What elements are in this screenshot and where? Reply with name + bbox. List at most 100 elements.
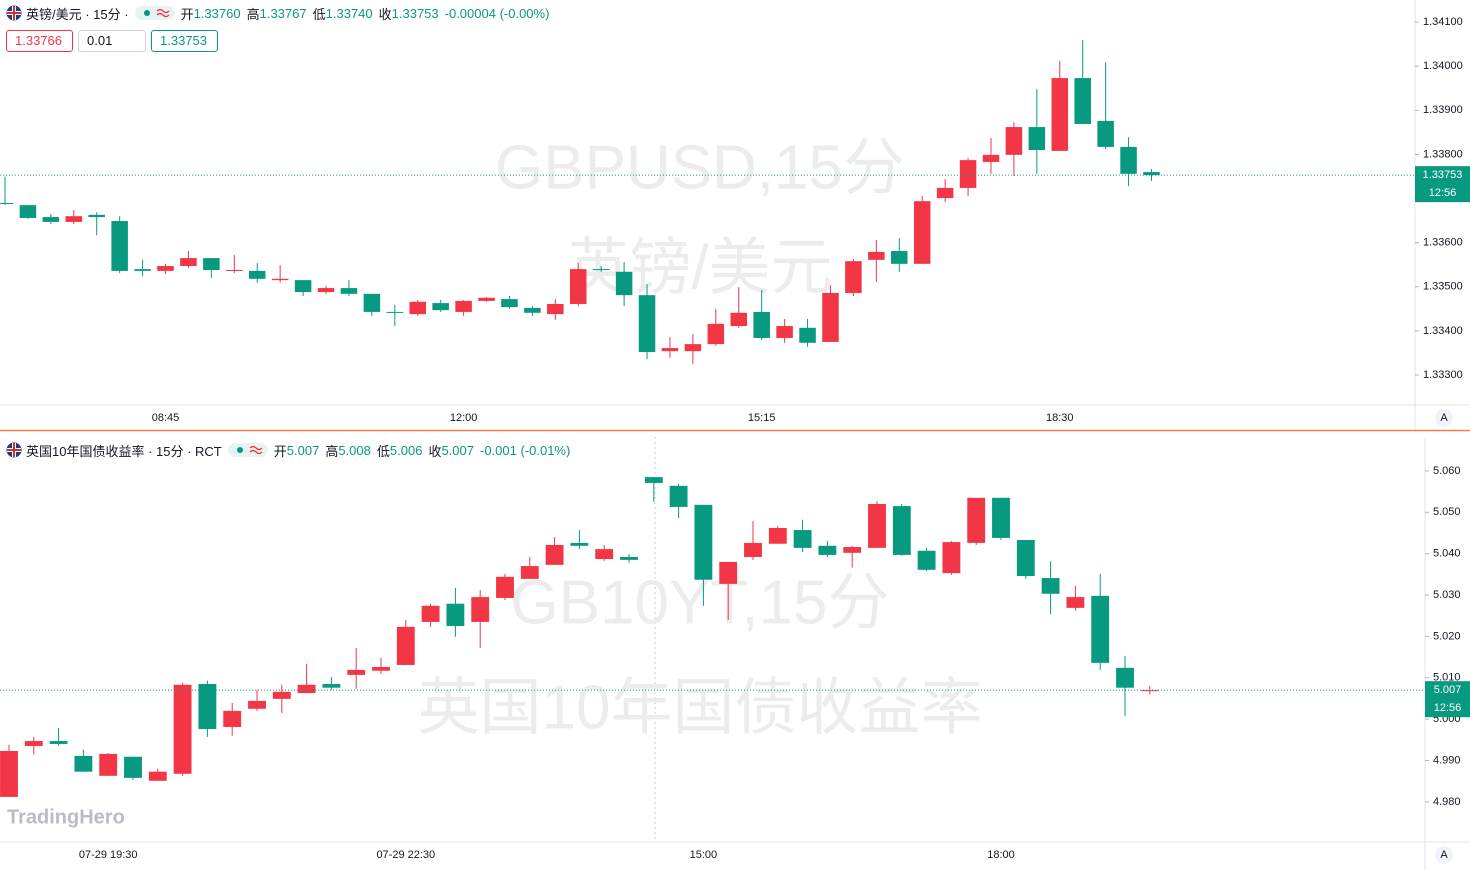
close-value: 5.007	[441, 442, 474, 458]
candle-body	[592, 269, 610, 271]
watermark: GBPUSD,15分	[495, 133, 905, 202]
autoscale-button[interactable]	[1435, 846, 1453, 864]
y-tick-label: 5.040	[1433, 548, 1461, 560]
low-label: 低	[376, 443, 390, 459]
sell-button[interactable]: 1.33766	[6, 30, 73, 52]
candle-body	[982, 154, 1000, 162]
candle-body	[180, 258, 197, 267]
candle-body	[226, 270, 243, 271]
candle-body	[455, 300, 472, 312]
watermark: 英国10年国债收益率	[418, 673, 983, 742]
candle-body	[891, 251, 908, 264]
candle-body	[65, 216, 83, 222]
candle-body	[822, 292, 839, 342]
candle-body	[198, 683, 217, 730]
close-label: 收	[428, 443, 442, 459]
x-tick-label: 07-29 22:30	[376, 849, 435, 861]
candle-body	[409, 301, 426, 315]
x-tick-label: 18:00	[987, 849, 1015, 861]
candle-body	[595, 549, 614, 560]
candle-body	[148, 771, 167, 781]
autoscale-label[interactable]: A	[1440, 849, 1448, 861]
candle-body	[0, 202, 14, 204]
candle-body	[446, 603, 465, 627]
candle-body	[347, 669, 366, 675]
high-label: 高	[246, 6, 260, 22]
y-tick-label: 5.060	[1433, 465, 1461, 477]
candle-body	[42, 217, 60, 222]
candle-body	[88, 214, 105, 218]
visibility-toggle[interactable]	[227, 442, 268, 458]
change: -0.001 (-0.01%)	[480, 442, 571, 458]
candle-body	[1016, 540, 1035, 576]
x-tick-label: 07-29 19:30	[79, 849, 138, 861]
close-label: 收	[378, 6, 392, 22]
candles	[0, 40, 1160, 364]
candle-body	[124, 756, 142, 778]
candle-body	[892, 506, 911, 555]
candle-body	[157, 266, 174, 271]
candle-body	[99, 753, 118, 776]
candle-body	[707, 323, 725, 345]
buy-button[interactable]: 1.33753	[151, 30, 218, 52]
candle-body	[1091, 595, 1110, 663]
candle-body	[432, 303, 449, 311]
y-tick-label: 4.990	[1433, 754, 1461, 766]
open-label: 开	[180, 6, 194, 22]
candle-body	[271, 278, 289, 281]
visibility-toggle[interactable]	[134, 5, 175, 21]
close-value: 1.33753	[391, 5, 439, 21]
candle-body	[363, 293, 381, 312]
y-tick-label: 1.33500	[1423, 281, 1463, 293]
order-buttons: 1.33766 0.01 1.33753	[6, 30, 218, 52]
autoscale-label[interactable]: A	[1440, 412, 1448, 424]
symbol: 英国10年国债收益率 · 15分 · RCT	[26, 443, 222, 459]
candle-body	[868, 251, 885, 260]
candle-body	[744, 542, 762, 557]
candle-body	[684, 344, 702, 352]
y-tick-label: 1.33400	[1423, 325, 1463, 337]
low-value: 1.33740	[325, 5, 373, 21]
candle-body	[223, 710, 242, 727]
candle-body	[340, 288, 358, 294]
last-price-tag	[1425, 681, 1470, 718]
candle-body	[1028, 127, 1046, 150]
y-tick-label: 1.34100	[1423, 16, 1463, 28]
low-label: 低	[312, 6, 326, 22]
candle-body	[942, 542, 961, 574]
quantity-input[interactable]: 0.01	[78, 30, 146, 52]
candle-body	[478, 297, 495, 301]
candle-body	[173, 684, 192, 774]
candle-body	[111, 221, 128, 271]
candle-body	[776, 326, 793, 338]
x-tick-label: 15:00	[690, 849, 718, 861]
autoscale-button[interactable]	[1435, 409, 1453, 427]
candle-body	[959, 160, 977, 188]
open-value: 5.007	[286, 442, 320, 458]
watermark: 英镑/美元	[567, 233, 832, 302]
candle-body	[845, 261, 862, 293]
candle-body	[638, 295, 656, 353]
last-price-label: 5.007	[1434, 684, 1462, 696]
candle-body	[74, 755, 93, 772]
y-tick-label: 1.33600	[1423, 237, 1463, 249]
candle-body	[620, 556, 638, 560]
last-price-label: 1.33753	[1423, 169, 1463, 181]
legend-header: 英国10年国债收益率 · 15分 · RCT 开 5.007 高 5.008 低 5.…	[6, 441, 570, 459]
candle-body	[547, 303, 564, 315]
candle-body	[694, 504, 713, 580]
candle-body	[248, 700, 266, 709]
candle-body	[868, 504, 886, 548]
candle-body	[248, 270, 266, 279]
high-value: 5.008	[338, 442, 371, 458]
candle-body	[24, 741, 43, 747]
y-tick-label: 5.030	[1433, 589, 1461, 601]
candle-body	[793, 530, 812, 548]
candle-body	[1074, 78, 1091, 124]
watermark: GB10YT,15分	[510, 568, 889, 637]
candle-body	[322, 683, 341, 688]
flag-icon	[6, 5, 22, 21]
candle-body	[719, 561, 738, 584]
y-tick-label: 1.33800	[1423, 148, 1463, 160]
